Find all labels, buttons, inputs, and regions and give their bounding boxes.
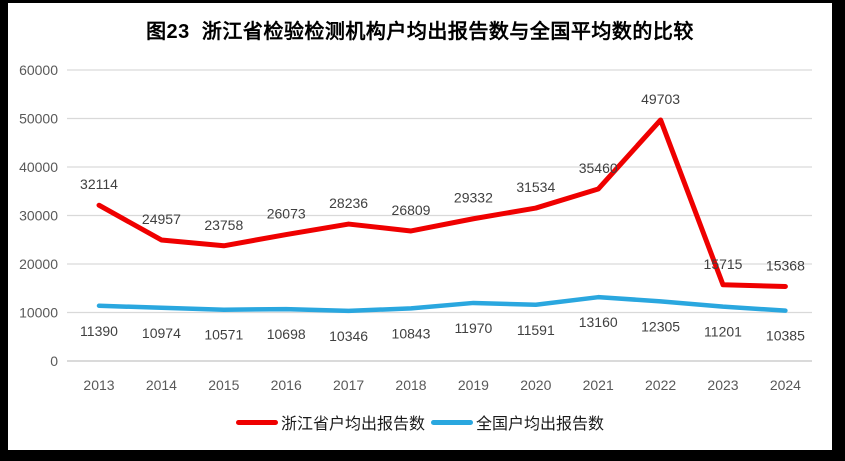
x-tick-label: 2019 [458,377,489,393]
x-tick-label: 2015 [208,377,239,393]
data-label-series-1: 10843 [392,325,431,341]
x-tick-label: 2024 [770,377,801,393]
data-label-series-0: 15368 [766,257,805,273]
data-label-series-0: 35460 [579,160,618,176]
x-tick-label: 2014 [146,377,177,393]
x-tick-label: 2017 [333,377,364,393]
x-tick-label: 2022 [645,377,676,393]
x-tick-label: 2018 [395,377,426,393]
data-label-series-0: 32114 [80,176,118,192]
data-label-series-1: 10698 [267,326,306,342]
data-label-series-1: 11591 [517,322,555,338]
chart-canvas: 图23 浙江省检验检测机构户均出报告数与全国平均数的比较 0 10000 20000… [8,3,832,450]
legend-item-national: 全国户均出报告数 [431,410,604,434]
data-label-series-0: 26809 [392,202,431,218]
data-label-series-0: 23758 [204,217,243,233]
y-tick-label: 20000 [19,256,58,272]
data-label-series-1: 11390 [80,323,118,339]
legend-line-swatch-national [431,419,473,425]
chart-title: 图23 浙江省检验检测机构户均出报告数与全国平均数的比较 [146,21,694,43]
y-tick-label: 50000 [19,111,58,127]
y-tick-label: 10000 [19,305,58,321]
x-tick-label: 2013 [83,377,114,393]
data-label-series-1: 10385 [766,328,805,344]
data-label-series-0: 26073 [267,206,306,222]
legend-label-zhejiang: 浙江省户均出报告数 [280,416,425,433]
legend-label-national: 全国户均出报告数 [476,416,605,433]
legend-item-zhejiang: 浙江省户均出报告数 [235,410,425,434]
x-tick-label: 2023 [707,377,738,393]
data-label-series-0: 15715 [704,256,743,272]
data-label-series-1: 10974 [142,325,181,341]
y-tick-label: 60000 [19,62,58,78]
data-label-series-0: 29332 [454,190,493,206]
data-label-series-1: 11970 [454,320,492,336]
x-tick-label: 2016 [271,377,302,393]
data-label-series-1: 10571 [204,327,243,343]
data-label-series-1: 12305 [641,318,680,334]
data-label-series-1: 10346 [329,328,368,344]
data-label-series-1: 11201 [704,324,742,340]
data-label-series-0: 28236 [329,195,368,211]
line-plot: 0 10000 20000 30000 40000 50000 60000 2013 2014 2… [19,62,812,393]
legend: 浙江省户均出报告数 全国户均出报告数 [8,410,832,434]
series-line-0 [96,117,788,289]
series-line-1 [96,294,788,314]
x-tick-label: 2020 [520,377,551,393]
data-label-series-1: 13160 [579,314,618,330]
data-label-series-0: 31534 [516,179,555,195]
data-label-series-0: 49703 [641,91,680,107]
x-tick-label: 2021 [583,377,614,393]
y-tick-label: 30000 [19,208,58,224]
data-label-series-0: 24957 [142,211,181,227]
y-tick-label: 40000 [19,159,58,175]
y-tick-label: 0 [50,353,58,369]
legend-line-swatch-zhejiang [235,419,278,425]
